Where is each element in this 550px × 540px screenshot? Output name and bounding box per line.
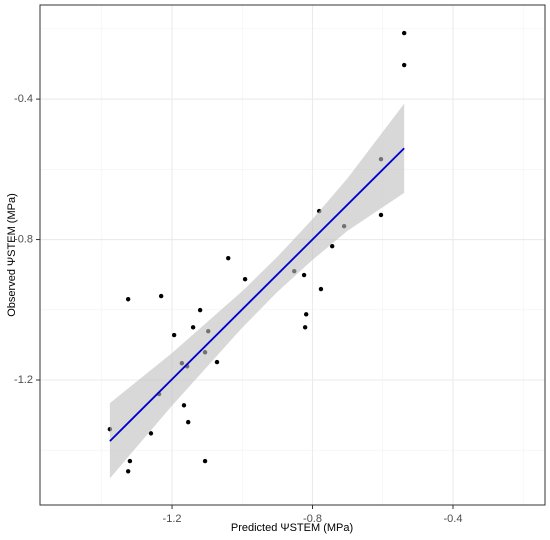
- point: [401, 30, 407, 36]
- y-tick-label: -0.4: [14, 93, 33, 105]
- point: [329, 244, 335, 249]
- point: [171, 332, 177, 338]
- point: [401, 62, 407, 68]
- point: [378, 212, 384, 218]
- point: [303, 312, 309, 317]
- fit-line: [109, 147, 405, 442]
- point: [242, 277, 248, 282]
- point: [148, 431, 154, 436]
- x-axis-title: Predicted ΨSTEM (MPa): [231, 522, 353, 534]
- point: [301, 272, 307, 278]
- point: [125, 469, 131, 474]
- point: [318, 286, 324, 292]
- point: [127, 458, 133, 464]
- x-tick-label: -1.2: [163, 513, 182, 525]
- point: [202, 458, 208, 464]
- panel-border: [39, 4, 546, 506]
- point: [302, 325, 308, 330]
- point: [214, 359, 220, 365]
- y-tick-label: -0.8: [14, 233, 33, 245]
- y-tick-label: -1.2: [14, 374, 33, 386]
- y-axis-title: Observed ΨSTEM (MPa): [6, 193, 18, 317]
- point: [125, 297, 131, 302]
- point: [190, 325, 196, 330]
- point: [197, 307, 203, 313]
- x-tick-label: -0.4: [444, 513, 463, 525]
- point: [158, 293, 164, 299]
- confidence-band: [109, 103, 405, 479]
- point: [181, 403, 187, 408]
- x-tick-label: -0.8: [303, 513, 322, 525]
- point: [226, 255, 231, 261]
- point: [185, 419, 191, 425]
